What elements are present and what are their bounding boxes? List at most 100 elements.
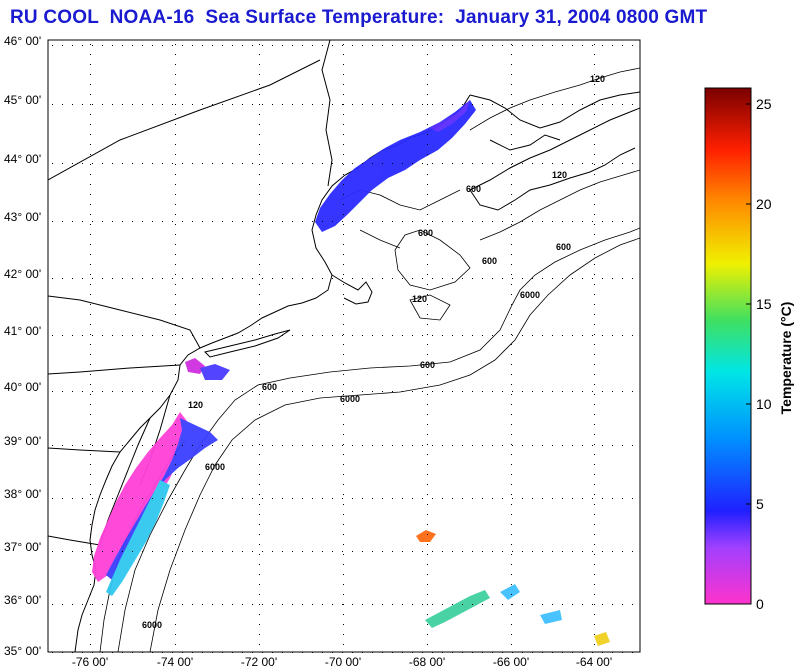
grid-dot xyxy=(343,274,344,275)
grid-dot xyxy=(427,514,428,515)
grid-dot xyxy=(462,652,463,653)
grid-dot xyxy=(392,652,393,653)
grid-dot xyxy=(594,44,595,45)
grid-dot xyxy=(259,184,260,185)
grid-dot xyxy=(152,551,153,552)
grid-dot xyxy=(172,391,173,392)
grid-dot xyxy=(612,652,613,653)
grid-dot xyxy=(542,104,543,105)
grid-dot xyxy=(343,534,344,535)
state-border-6 xyxy=(48,535,101,546)
grid-dot xyxy=(252,45,253,46)
grid-dot xyxy=(62,104,63,105)
grid-dot xyxy=(162,45,163,46)
grid-dot xyxy=(427,444,428,445)
grid-dot xyxy=(392,163,393,164)
grid-dot xyxy=(332,391,333,392)
grid-dot xyxy=(432,445,433,446)
grid-dot xyxy=(582,604,583,605)
grid-dot xyxy=(452,391,453,392)
grid-dot xyxy=(594,414,595,415)
grid-dot xyxy=(90,54,91,55)
grid-dot xyxy=(511,374,512,375)
grid-dot xyxy=(72,104,73,105)
grid-dot xyxy=(502,104,503,105)
grid-dot xyxy=(522,104,523,105)
contour-labels: 600 120 600 600 6000 600 6000 6000 600 1… xyxy=(142,74,605,630)
grid-dot xyxy=(427,434,428,435)
grid-dot xyxy=(343,334,344,335)
grid-dot xyxy=(222,551,223,552)
grid-dot xyxy=(594,124,595,125)
grid-dot xyxy=(512,45,513,46)
grid-dot xyxy=(432,391,433,392)
grid-dot xyxy=(512,445,513,446)
grid-dot xyxy=(322,445,323,446)
bay-of-fundy xyxy=(489,134,561,151)
contour-label: 120 xyxy=(412,294,427,304)
grid-dot xyxy=(382,45,383,46)
grid-dot xyxy=(382,445,383,446)
grid-dot xyxy=(192,45,193,46)
grid-dot xyxy=(262,445,263,446)
grid-dot xyxy=(343,144,344,145)
grid-dot xyxy=(112,498,113,499)
grid-dot xyxy=(462,104,463,105)
grid-dot xyxy=(427,394,428,395)
grid-dot xyxy=(142,278,143,279)
lon-label: -70 00' xyxy=(325,655,361,669)
grid-dot xyxy=(252,335,253,336)
grid-dot xyxy=(594,584,595,585)
grid-dot xyxy=(202,45,203,46)
grid-dot xyxy=(412,45,413,46)
grid-dot xyxy=(142,335,143,336)
grid-dot xyxy=(222,604,223,605)
grid-dot xyxy=(602,104,603,105)
grid-dot xyxy=(343,624,344,625)
grid-dot xyxy=(472,45,473,46)
grid-dot xyxy=(282,498,283,499)
grid-dot xyxy=(259,154,260,155)
grid-dot xyxy=(182,163,183,164)
grid-dot xyxy=(511,484,512,485)
grid-dot xyxy=(262,498,263,499)
grid-dot xyxy=(622,604,623,605)
grid-dot xyxy=(382,391,383,392)
grid-dot xyxy=(272,551,273,552)
grid-dot xyxy=(72,391,73,392)
grid-dot xyxy=(142,45,143,46)
grid-dot xyxy=(452,652,453,653)
contour-600-georges xyxy=(394,229,471,291)
grid-dot xyxy=(332,652,333,653)
grid-dot xyxy=(262,104,263,105)
grid-dot xyxy=(427,324,428,325)
grid-dot xyxy=(62,391,63,392)
grid-dot xyxy=(562,221,563,222)
grid-dot xyxy=(175,284,176,285)
grid-dot xyxy=(552,335,553,336)
grid-dot xyxy=(552,45,553,46)
grid-dot xyxy=(175,254,176,255)
grid-dot xyxy=(511,594,512,595)
grid-dot xyxy=(382,551,383,552)
grid-dot xyxy=(332,163,333,164)
grid-dot xyxy=(382,278,383,279)
grid-dot xyxy=(472,335,473,336)
grid-dot xyxy=(62,445,63,446)
grid-dot xyxy=(259,524,260,525)
grid-dot xyxy=(392,335,393,336)
grid-dot xyxy=(562,335,563,336)
grid-dot xyxy=(72,652,73,653)
grid-dot xyxy=(582,551,583,552)
grid-dot xyxy=(412,652,413,653)
grid-dot xyxy=(602,391,603,392)
grid-dot xyxy=(122,391,123,392)
grid-dot xyxy=(90,224,91,225)
grid-dot xyxy=(262,221,263,222)
grid-dot xyxy=(259,164,260,165)
grid-dot xyxy=(594,214,595,215)
grid-dot xyxy=(202,221,203,222)
grid-dot xyxy=(175,174,176,175)
grid-dot xyxy=(252,278,253,279)
grid-dot xyxy=(259,64,260,65)
